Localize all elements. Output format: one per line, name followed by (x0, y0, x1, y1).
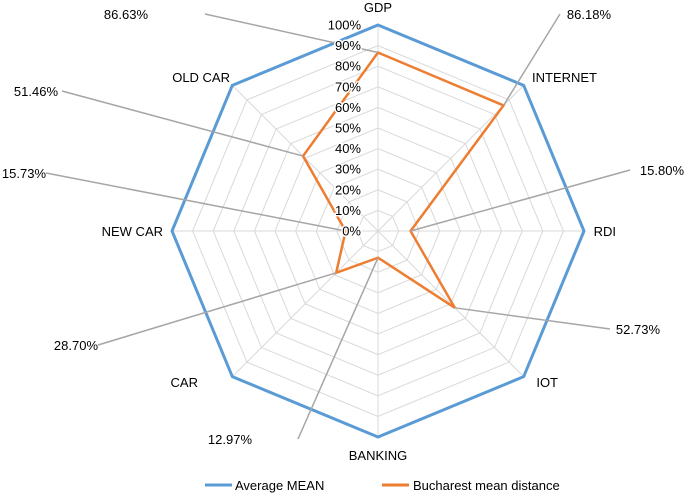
leader-line (502, 13, 561, 106)
data-label: 28.70% (54, 338, 99, 353)
axis-label-banking: BANKING (349, 448, 408, 463)
axis-label-gdp: GDP (364, 0, 392, 15)
grid-layer (172, 25, 584, 437)
r-tick-label: 90% (335, 38, 361, 53)
r-tick-label: 20% (335, 182, 361, 197)
data-label: 86.18% (567, 7, 612, 22)
leader-line (297, 257, 379, 440)
leader-line (61, 90, 304, 157)
leader-line (97, 272, 337, 346)
leader-line (204, 13, 379, 54)
legend-label: Average MEAN (235, 478, 324, 493)
grid-spoke (231, 230, 379, 378)
legend-label: Bucharest mean distance (413, 478, 560, 493)
text-layer: 0% 10% 20% 30% 40% 50% 60% 70% 80% 90% 100%GDP INTE… (2, 0, 685, 463)
leader-lines (45, 13, 631, 440)
r-tick-label: 10% (335, 203, 361, 218)
data-label: 51.46% (14, 84, 59, 99)
r-tick-label: 100% (328, 18, 362, 33)
r-tick-label: 70% (335, 79, 361, 94)
legend: Average MEAN Bucharest mean distance (205, 478, 560, 493)
r-tick-label: 60% (335, 100, 361, 115)
r-tick-label: 80% (335, 59, 361, 74)
data-label: 86.63% (104, 7, 149, 22)
leader-line (45, 172, 346, 232)
data-label: 12.97% (208, 432, 253, 447)
axis-label-car: CAR (171, 375, 198, 390)
axis-label-old-car: OLD CAR (172, 70, 230, 85)
r-tick-label: 30% (335, 162, 361, 177)
data-label: 15.73% (2, 166, 47, 181)
data-label: 15.80% (640, 163, 685, 178)
r-tick-label: 40% (335, 141, 361, 156)
axis-label-iot: IOT (536, 375, 558, 390)
axis-label-rdi: RDI (594, 224, 616, 239)
axis-label-new-car: NEW CAR (102, 224, 163, 239)
r-tick-label: 0% (342, 224, 361, 239)
leader-line (410, 169, 631, 232)
r-tick-label: 50% (335, 121, 361, 136)
data-label: 52.73% (616, 322, 661, 337)
leader-line (454, 307, 611, 330)
axis-label-internet: INTERNET (532, 70, 597, 85)
